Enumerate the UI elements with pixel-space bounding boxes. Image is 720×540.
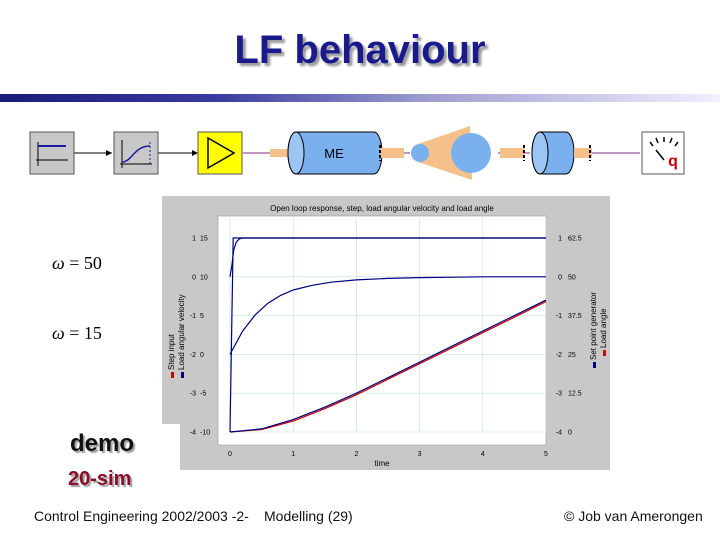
plot-area	[217, 215, 547, 446]
right-outer-tick-label: -2	[556, 352, 562, 359]
right-inner-tick-label: 12.5	[568, 391, 582, 398]
arrow-head	[192, 150, 198, 156]
series-layer	[229, 237, 547, 433]
x-tick-label: 5	[544, 451, 548, 458]
block-diagram: ME q	[29, 126, 685, 180]
tick-layer: 0 1 2 3 4 510-1-2-3-4151050-5-1010-1-2-3-462.…	[190, 236, 582, 459]
load-inertia-block	[531, 131, 592, 175]
x-axis-label: time	[374, 459, 390, 468]
legend-swatch-load-angle	[603, 350, 606, 356]
omega-15-label: ω = 15	[52, 323, 102, 344]
right-outer-tick-label: -3	[556, 391, 562, 398]
legend-load-angular-velocity: Load angular velocity	[177, 294, 186, 370]
x-tick-label: 2	[354, 451, 358, 458]
x-tick-label: 0	[228, 451, 232, 458]
transmission-block	[411, 126, 525, 180]
footer-course: Control Engineering 2002/2003 -2-	[34, 508, 249, 524]
right-inner-tick-label: 37.5	[568, 313, 582, 320]
chart-svg: 0 1 2 3 4 510-1-2-3-4151050-5-1010-1-2-3-462.…	[162, 196, 610, 470]
legend-swatch-load-angular-velocity	[181, 372, 184, 378]
right-outer-tick-label: 1	[558, 236, 562, 243]
demo-label[interactable]: demo	[70, 430, 135, 457]
right-outer-tick-label: -1	[556, 313, 562, 320]
series-line-load-angle	[229, 301, 547, 433]
omega-symbol: ω	[52, 253, 65, 273]
right-inner-tick-label: 62.5	[568, 236, 582, 243]
omega-15-value: = 15	[69, 323, 102, 343]
legend-load-angle: Load angle	[599, 308, 608, 348]
left-inner-tick-label: 0	[200, 352, 204, 359]
left-inner-tick-label: -10	[200, 430, 210, 437]
step-source-block	[29, 131, 75, 175]
response-chart: 0 1 2 3 4 5 1 0 -1 -2 -3 -4 15 10 5 0 -5 -10 1 0 -1 -2 -3 -4 62.…	[162, 196, 612, 472]
right-inner-tick-label: 0	[568, 430, 572, 437]
x-tick-label: 1	[291, 451, 295, 458]
footer-section: Modelling (29)	[264, 508, 353, 524]
right-outer-tick-label: -4	[556, 430, 562, 437]
left-inner-tick-label: 5	[200, 313, 204, 320]
right-inner-tick-label: 50	[568, 274, 576, 281]
omega-50-value: = 50	[69, 253, 102, 273]
series-line-load-angular-velocity	[229, 276, 546, 355]
left-outer-tick-label: 1	[192, 236, 196, 243]
footer-copyright: © Job van Amerongen	[564, 508, 703, 524]
setpoint-generator-block	[113, 131, 159, 175]
motor-block	[270, 131, 404, 175]
omega-symbol: ω	[52, 323, 65, 343]
left-outer-tick-label: -3	[190, 391, 196, 398]
left-outer-tick-label: 0	[192, 274, 196, 281]
legend-set-point-generator: Set point generator	[589, 292, 598, 360]
sim-link[interactable]: 20-sim	[68, 468, 132, 490]
right-outer-tick-label: 0	[558, 274, 562, 281]
arrow-head	[106, 150, 112, 156]
x-tick-label: 4	[481, 451, 485, 458]
right-inner-tick-label: 25	[568, 352, 576, 359]
legend-swatch-step-input	[171, 372, 174, 378]
left-outer-tick-label: -4	[190, 430, 196, 437]
slide-title: LF behaviour	[234, 28, 486, 72]
left-inner-tick-label: -5	[200, 391, 206, 398]
series-line-load-angular-velocity	[229, 237, 546, 277]
omega-50-label: ω = 50	[52, 253, 102, 274]
angle-sensor-block	[641, 131, 685, 175]
legend-swatch-set-point-generator	[593, 362, 596, 368]
left-outer-tick-label: -2	[190, 352, 196, 359]
chart-title: Open loop response, step, load angular v…	[270, 204, 494, 213]
title-underline	[0, 94, 720, 102]
motor-label: ME	[324, 146, 344, 161]
left-inner-tick-label: 15	[200, 236, 208, 243]
left-outer-tick-label: -1	[190, 313, 196, 320]
left-inner-tick-label: 10	[200, 274, 208, 281]
legend-step-input: Step input	[167, 333, 176, 370]
sensor-label: q	[668, 153, 678, 170]
amplifier-block	[197, 131, 243, 175]
x-tick-label: 3	[418, 451, 422, 458]
series-line-set-point-generator	[229, 299, 547, 433]
